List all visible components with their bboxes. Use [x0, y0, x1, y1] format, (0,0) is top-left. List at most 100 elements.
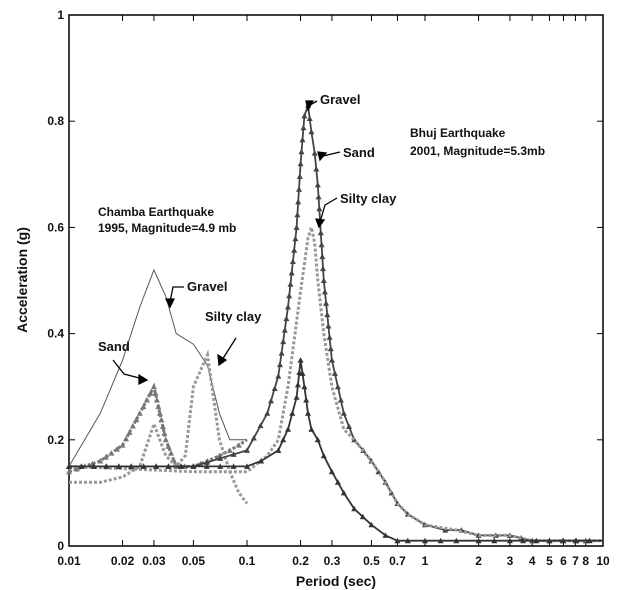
series-3-marker	[320, 265, 326, 272]
x-tick-label-12: 4	[529, 554, 536, 568]
series-5-marker	[203, 463, 210, 469]
series-5-marker	[320, 452, 327, 459]
series-3-marker	[299, 136, 306, 143]
y-tick-label-5: 1	[57, 8, 64, 22]
series-2-line	[69, 349, 249, 505]
series-3-marker	[311, 150, 318, 156]
series-3-marker	[328, 357, 335, 363]
series-3-marker	[320, 277, 327, 283]
series-5-marker	[301, 383, 308, 390]
y-axis-title: Acceleration (g)	[14, 227, 30, 333]
x-tick-label-4: 0.1	[239, 554, 256, 568]
series-3-marker	[306, 115, 313, 121]
series-3-marker	[286, 292, 293, 299]
series-1-marker	[140, 403, 147, 410]
series-3-marker	[296, 186, 302, 192]
series-1-marker	[102, 454, 109, 460]
series-1-marker	[226, 447, 233, 453]
series-3-marker	[288, 269, 295, 276]
series-1-marker	[158, 416, 165, 423]
series-3-line	[69, 105, 603, 542]
series-3-marker	[250, 435, 257, 441]
series-5-marker	[475, 537, 482, 544]
series-3-marker	[294, 211, 301, 218]
x-tick-label-16: 8	[582, 554, 589, 568]
series-1-marker	[126, 429, 133, 435]
series-5-marker	[299, 370, 306, 376]
series-5-marker	[153, 463, 160, 469]
series-3-marker	[297, 160, 304, 167]
series-3-marker	[300, 124, 307, 131]
series-1-marker	[150, 383, 157, 390]
series-5-marker	[103, 463, 110, 469]
plot-frame	[68, 14, 604, 547]
series-5-marker	[178, 463, 184, 469]
series-3-marker	[337, 397, 344, 403]
series-5-marker	[573, 537, 580, 544]
series-3-marker	[293, 224, 300, 230]
series-5-marker	[559, 537, 566, 544]
series-5-marker	[334, 479, 341, 485]
arrow-bhuj-sand	[317, 151, 341, 162]
series-3-marker	[285, 304, 291, 310]
series-5-marker	[285, 426, 291, 432]
series-layer	[66, 102, 603, 544]
series-3-marker	[331, 370, 338, 376]
x-tick-label-14: 6	[560, 554, 567, 568]
series-1-marker	[168, 450, 174, 456]
series-5-marker	[314, 436, 321, 443]
series-4-bhuj	[68, 221, 603, 543]
y-tick-label-4: 0.8	[47, 114, 64, 128]
series-5-marker	[115, 463, 122, 469]
series-1-marker	[114, 446, 120, 452]
y-tick-label-3: 0.6	[47, 220, 64, 234]
series-1-marker	[97, 458, 104, 464]
series-1-marker	[235, 442, 242, 448]
series-1-marker	[159, 423, 166, 429]
series-1-marker	[147, 390, 154, 396]
x-tick-label-7: 0.5	[363, 554, 380, 568]
x-tick-label-5: 0.2	[292, 554, 309, 568]
x-tick-label-9: 1	[422, 554, 429, 568]
arrow-bhuj-silty-clay	[315, 197, 338, 229]
series-3-marker	[291, 247, 298, 253]
series-3-marker	[308, 128, 315, 135]
series-3-marker	[316, 205, 323, 212]
series-5-marker	[275, 447, 282, 453]
series-1-marker	[155, 403, 162, 410]
series-5-marker	[359, 513, 366, 520]
series-5-marker	[165, 463, 172, 469]
series-5-bhuj	[66, 357, 603, 544]
annotation-chamba-title-2: 1995, Magnitude=4.9 mb	[98, 221, 236, 235]
series-1-marker	[108, 450, 115, 456]
series-5-marker	[140, 463, 147, 469]
series-5-marker	[506, 537, 513, 544]
series-5-marker	[78, 463, 85, 469]
series-1-marker	[162, 436, 169, 443]
series-3-marker	[442, 527, 449, 533]
annotation-chamba-gravel: Gravel	[187, 279, 227, 294]
series-5-marker	[190, 463, 197, 469]
annotation-bhuj-gravel: Gravel	[320, 92, 360, 107]
series-1-marker	[165, 443, 172, 449]
series-3-marker	[314, 181, 321, 188]
series-3-marker	[264, 410, 271, 416]
series-3-marker	[283, 315, 290, 322]
series-1-marker	[123, 435, 129, 442]
series-5-marker	[586, 537, 593, 544]
x-tick-label-8: 0.7	[389, 554, 406, 568]
series-3-marker	[271, 385, 278, 391]
series-3-marker	[313, 166, 320, 172]
series-5-marker	[297, 357, 304, 363]
series-5-marker	[294, 381, 301, 388]
x-tick-label-11: 3	[507, 554, 514, 568]
series-3-marker	[319, 253, 326, 260]
series-3-marker	[296, 173, 303, 179]
series-5-marker	[289, 410, 296, 416]
series-5-line	[69, 359, 603, 542]
series-1-marker	[156, 410, 163, 416]
annotation-bhuj-silty-clay: Silty clay	[340, 191, 397, 206]
annotation-arrows	[112, 100, 341, 386]
series-3-marker	[334, 383, 341, 390]
